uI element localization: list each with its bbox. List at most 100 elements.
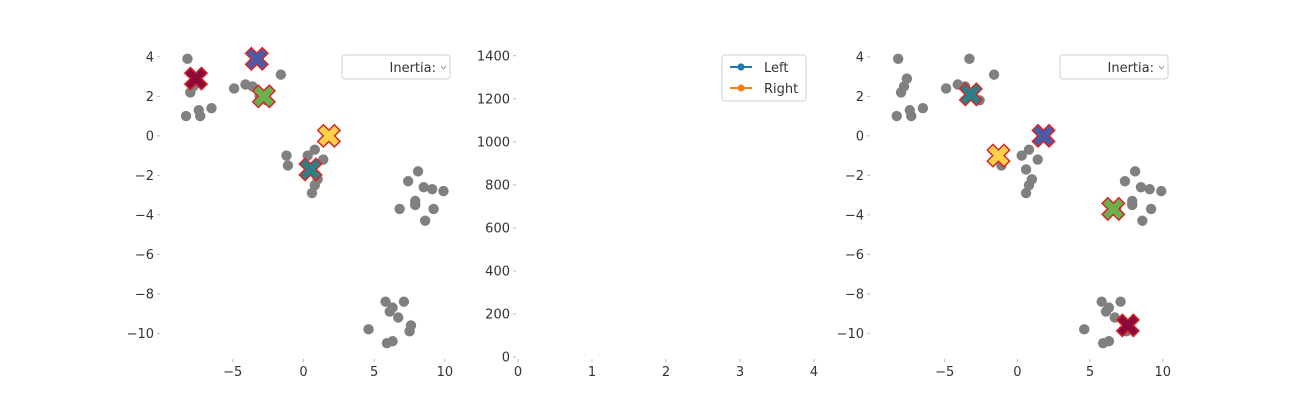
data-point (1145, 203, 1157, 215)
x-tick-label: 2 (662, 365, 670, 380)
y-tick-label: −8 (845, 287, 864, 302)
data-point (1137, 215, 1148, 226)
data-point (381, 337, 393, 349)
centroid-marker (986, 143, 1011, 168)
points-2 (891, 53, 1167, 349)
data-point (940, 83, 952, 94)
inertia-legend: Inertia: (1059, 54, 1169, 80)
axes-2: −5 0 5 10 4 2 0 −2 −4 −6 −8 −10 (837, 50, 1171, 380)
data-point (393, 312, 404, 323)
data-point (1020, 164, 1032, 175)
data-point (1100, 306, 1112, 317)
data-point (1144, 183, 1155, 195)
centroid-fill (960, 84, 981, 105)
y-tick-label: 800 (485, 178, 510, 193)
data-point (412, 166, 424, 177)
data-point (1097, 337, 1109, 349)
x-tick-label: 5 (370, 365, 378, 380)
data-point (380, 296, 391, 307)
data-point (182, 53, 193, 65)
data-point (402, 176, 414, 187)
x-tick-label: 3 (736, 365, 744, 380)
data-point (394, 203, 405, 215)
data-point (898, 81, 910, 92)
centroids-2 (958, 82, 1141, 338)
data-point (428, 203, 439, 215)
legend-marker (737, 63, 745, 71)
data-point (275, 69, 287, 80)
y-tick-label: −4 (135, 208, 154, 223)
y-tick-label: −2 (135, 169, 154, 184)
legend-box (341, 54, 451, 80)
y-tick-label: 2 (146, 90, 154, 105)
data-point (398, 296, 410, 307)
data-point (206, 102, 217, 114)
data-point (419, 215, 431, 226)
data-point (964, 53, 975, 65)
data-point (1119, 176, 1131, 187)
centroid-fill (318, 125, 340, 146)
x-tick-label: −5 (223, 365, 242, 380)
y-tick-label: 4 (856, 50, 864, 65)
axes-0: −5 0 5 10 4 2 0 −2 −4 −6 −8 −10 (127, 50, 454, 380)
y-tick-label: −2 (845, 169, 864, 184)
data-point (228, 83, 240, 94)
data-point (1156, 185, 1167, 197)
data-point (363, 324, 374, 335)
inertia-label: Inertia: (390, 61, 436, 76)
data-point (404, 326, 415, 337)
centroid-marker (1031, 123, 1056, 149)
y-tick-label: 1000 (477, 135, 510, 150)
data-point (306, 187, 318, 199)
data-point (1127, 199, 1138, 211)
centroid-marker (183, 66, 209, 91)
legend-box (1059, 54, 1169, 80)
data-point (1129, 166, 1141, 177)
x-tick-label: 1 (588, 365, 596, 380)
data-point (1135, 181, 1147, 193)
inertia-legend: Inertia: (341, 54, 451, 80)
points-0 (180, 53, 449, 349)
data-point (309, 180, 320, 191)
inertia-label: Inertia: (1108, 61, 1154, 76)
y-tick-label: 4 (146, 50, 154, 65)
x-tick-label: 4 (810, 365, 818, 380)
centroid-fill (246, 48, 267, 69)
data-point (1115, 296, 1126, 307)
centroid-marker (316, 123, 342, 149)
x-tick-label: 5 (1086, 365, 1094, 380)
data-point (1023, 144, 1035, 155)
y-tick-label: −10 (127, 327, 154, 342)
centroids-0 (183, 46, 342, 182)
legend-item: Left (730, 61, 788, 76)
data-point (282, 160, 294, 171)
data-point (1032, 154, 1043, 165)
legend-label: Left (764, 61, 788, 76)
data-point (1016, 150, 1027, 161)
data-point (891, 110, 902, 122)
x-tick-label: −5 (935, 365, 954, 380)
centroid-marker (244, 46, 269, 72)
y-tick-label: −10 (837, 327, 864, 342)
y-tick-label: 1200 (477, 92, 510, 107)
legend-marker (737, 84, 745, 92)
data-point (410, 199, 421, 211)
data-point (418, 181, 429, 193)
data-point (1020, 187, 1032, 199)
x-tick-label: 0 (299, 365, 307, 380)
data-point (1096, 296, 1107, 307)
y-tick-label: −6 (845, 248, 864, 263)
centroid-marker (298, 157, 323, 182)
x-tick-label: 10 (1154, 365, 1171, 380)
centroid-fill (1103, 198, 1124, 219)
axes-1: 0 1 2 3 4 0 200 400 600 800 1000 1200 1400 (477, 49, 818, 380)
x-tick-label: 0 (514, 365, 522, 380)
y-tick-label: 0 (856, 129, 864, 144)
centroid-fill (1033, 125, 1054, 146)
data-point (988, 69, 1000, 80)
centroid-fill (1117, 315, 1138, 336)
data-point (426, 183, 438, 195)
centroid-marker (1101, 196, 1126, 222)
